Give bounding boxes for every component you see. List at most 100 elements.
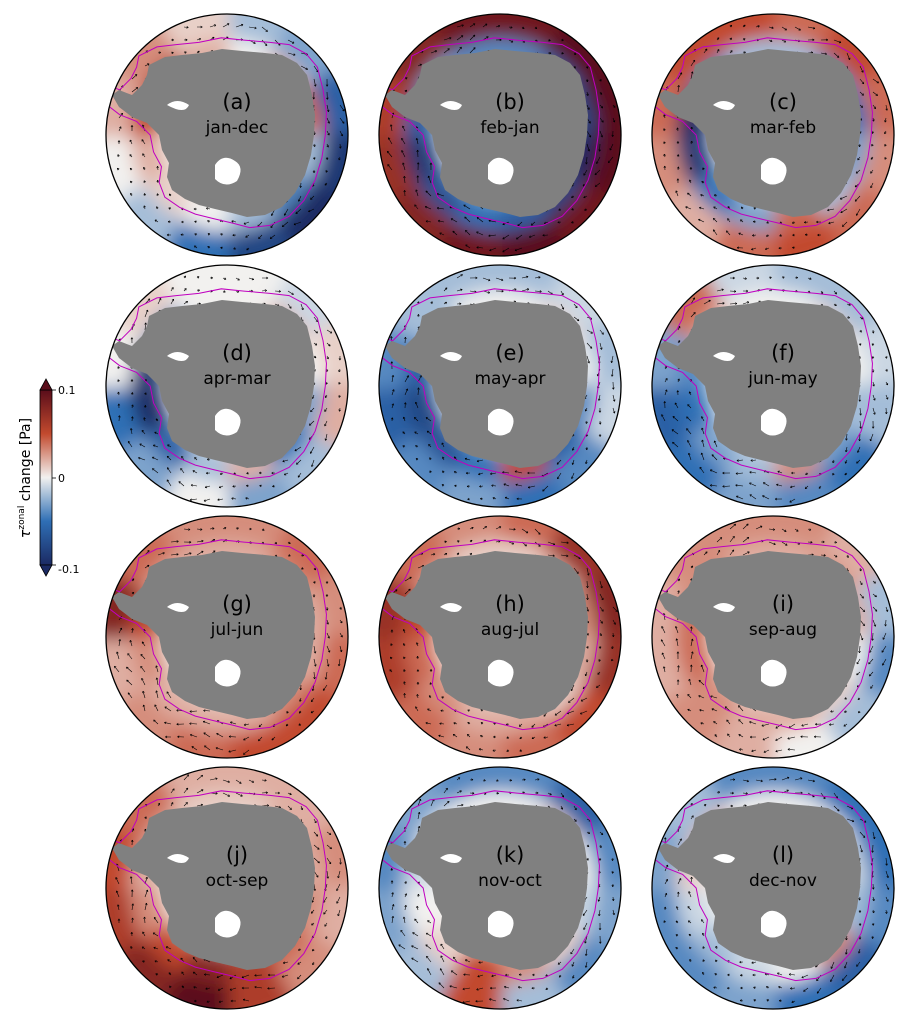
wind-arrow	[284, 208, 289, 216]
wind-arrow-head	[493, 736, 496, 739]
wind-arrow	[295, 208, 302, 214]
wind-arrow-head	[131, 917, 133, 920]
wind-arrow-head	[119, 126, 122, 129]
wind-arrow	[313, 342, 318, 346]
wind-arrow-head	[601, 347, 603, 350]
wind-arrow	[749, 471, 757, 474]
wind-arrow	[411, 945, 419, 950]
wind-arrow-head	[142, 704, 144, 707]
wind-arrow-head	[587, 585, 589, 588]
wind-arrow-head	[186, 26, 189, 28]
wind-arrow	[456, 777, 461, 781]
wind-arrow-head	[439, 723, 442, 725]
wind-arrow-head	[338, 158, 341, 161]
wind-arrow-head	[193, 208, 196, 211]
wind-arrow	[713, 229, 718, 236]
wind-arrow-head	[117, 918, 120, 921]
wind-arrow	[699, 709, 705, 712]
wind-arrow-head	[874, 412, 876, 415]
wind-arrow-head	[709, 485, 712, 487]
wind-arrow-head	[855, 200, 858, 202]
wind-arrow-head	[265, 791, 268, 793]
wind-arrow	[414, 204, 419, 210]
wind-arrow	[585, 459, 588, 464]
wind-arrow-head	[203, 732, 205, 735]
wind-arrow-head	[339, 409, 341, 412]
wind-arrow-head	[417, 825, 420, 828]
wind-arrow-head	[690, 565, 693, 567]
coast-sector	[130, 384, 171, 437]
wind-arrow	[326, 117, 330, 124]
wind-arrow	[403, 916, 406, 924]
panel-label: (f)	[771, 341, 795, 365]
wind-arrow-head	[596, 162, 599, 164]
wind-arrow-head	[145, 876, 148, 879]
wind-arrow-head	[452, 734, 455, 737]
wind-arrow-head	[266, 804, 269, 806]
wind-arrow-head	[250, 289, 253, 292]
wind-arrow	[788, 723, 796, 729]
wind-arrow-head	[153, 947, 156, 950]
wind-arrow-head	[672, 416, 674, 419]
wind-arrow	[141, 430, 146, 435]
wind-arrow	[298, 195, 302, 202]
wind-arrow	[326, 870, 329, 879]
wind-arrow	[686, 428, 692, 435]
wind-arrow-head	[273, 712, 276, 714]
wind-arrow-head	[677, 578, 680, 580]
ross-ice-shelf	[215, 910, 241, 938]
wind-arrow	[502, 234, 510, 240]
wind-arrow	[781, 26, 787, 31]
wind-arrow-head	[526, 275, 529, 277]
wind-arrow	[282, 459, 289, 462]
wind-arrow-head	[599, 410, 602, 413]
wind-arrow	[402, 162, 406, 171]
wind-arrow-head	[588, 573, 590, 576]
wind-arrow-head	[249, 527, 252, 530]
wind-arrow	[568, 697, 575, 703]
wind-arrow	[478, 472, 484, 475]
wind-arrow	[467, 734, 471, 738]
panel-label: (h)	[495, 592, 525, 616]
wind-arrow	[391, 375, 394, 383]
wind-arrow-head	[690, 126, 693, 129]
wind-arrow-head	[390, 417, 393, 420]
wind-arrow	[417, 326, 420, 331]
wind-arrow-head	[830, 711, 833, 713]
wind-arrow-head	[119, 627, 122, 630]
wind-arrow-head	[403, 826, 406, 829]
wind-arrow	[465, 244, 471, 249]
wind-arrow-head	[463, 204, 465, 207]
wind-arrow-head	[164, 706, 166, 709]
wind-arrow	[339, 632, 343, 638]
wind-arrow	[585, 671, 588, 676]
ross-ice-shelf	[215, 659, 241, 687]
map-panel-jul-jun: (g) jul-jun	[105, 515, 349, 759]
wind-arrow	[191, 746, 198, 751]
wind-arrow-head	[746, 289, 749, 292]
wind-arrow	[166, 691, 172, 699]
wind-arrow-head	[131, 416, 133, 419]
wind-arrow	[196, 789, 204, 794]
wind-arrow	[735, 484, 744, 487]
ross-ice-shelf	[215, 157, 241, 185]
wind-arrow	[488, 234, 497, 237]
wind-arrow-head	[872, 131, 875, 134]
wind-arrow	[118, 415, 120, 422]
wind-arrow	[453, 734, 458, 738]
wind-arrow	[181, 971, 185, 976]
wind-arrow-head	[205, 988, 208, 990]
wind-arrow	[586, 355, 590, 364]
wind-arrow-head	[868, 663, 871, 665]
wind-arrow-head	[785, 28, 787, 31]
wind-arrow	[762, 495, 770, 500]
wind-arrow-head	[323, 913, 326, 915]
wind-arrow-head	[467, 486, 470, 488]
wind-arrow-head	[398, 944, 400, 947]
wind-arrow-head	[438, 735, 441, 738]
wind-arrow	[323, 896, 328, 903]
wind-arrow	[313, 883, 316, 891]
wind-arrow-head	[475, 276, 478, 279]
wind-arrow-head	[228, 794, 230, 797]
wind-arrow-head	[324, 424, 327, 427]
